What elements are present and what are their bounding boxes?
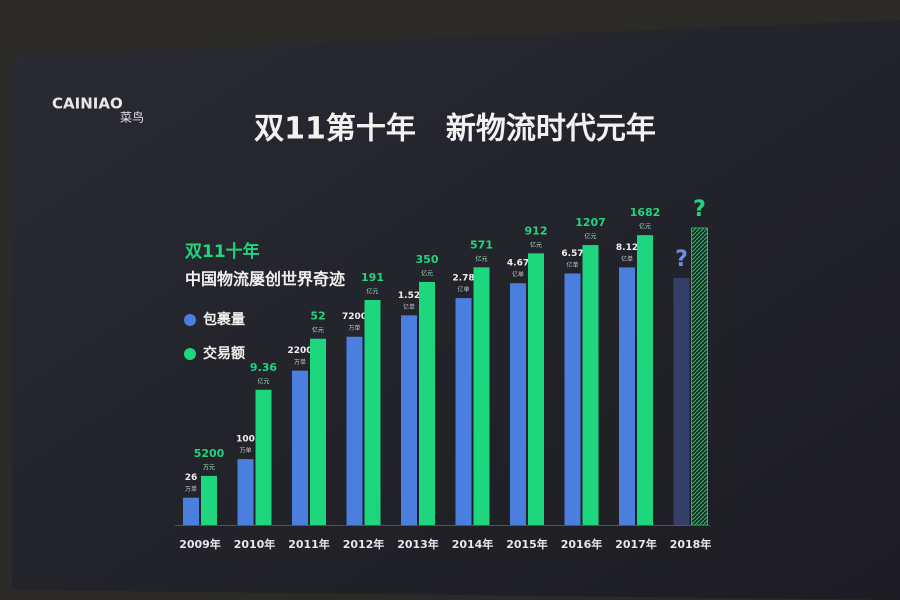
value-unit: 亿元 [366, 287, 378, 295]
value-unit: 亿单 [403, 303, 415, 311]
bar [419, 281, 435, 525]
bar [455, 298, 472, 525]
value-label: ? [693, 197, 706, 222]
value-label: ? [675, 247, 688, 272]
value-label: 1207 [575, 216, 606, 229]
brand-name: CAINIAO [52, 95, 123, 113]
bar [201, 475, 217, 525]
value-label: 2.78 [452, 274, 474, 284]
bar [473, 267, 490, 525]
value-unit: 亿元 [639, 223, 651, 231]
value-label: 350 [416, 253, 439, 266]
subtitle-2: 中国物流屡创世界奇迹 [185, 270, 345, 289]
value-label: 191 [361, 271, 384, 284]
bar [346, 336, 363, 525]
x-tick-label: 2016年 [561, 537, 603, 551]
x-tick-label: 2010年 [234, 537, 276, 551]
value-label: 7200 [342, 312, 367, 322]
bar [564, 273, 581, 525]
x-tick-label: 2017年 [615, 537, 657, 551]
brand-name-cn: 菜鸟 [120, 110, 144, 125]
bar [582, 245, 599, 525]
subtitle: 双11十年 [185, 241, 260, 262]
value-label: 26 [185, 473, 198, 483]
value-label: 2200 [287, 346, 312, 356]
x-tick-label: 2015年 [506, 537, 548, 551]
legend-swatch [184, 314, 196, 326]
value-label: 9.36 [250, 361, 277, 374]
value-label: 100 [236, 435, 255, 445]
unknown-bar [691, 227, 708, 526]
x-tick-label: 2013年 [397, 537, 439, 551]
chart-title: 双11第十年 新物流时代元年 [254, 112, 656, 147]
legend-label: 交易额 [203, 345, 245, 362]
bar [292, 370, 308, 525]
bar [619, 267, 635, 525]
value-unit: 亿单 [457, 286, 469, 294]
value-unit: 亿元 [257, 377, 269, 385]
bar [637, 235, 653, 525]
value-unit: 亿元 [475, 255, 487, 263]
bar [401, 315, 417, 525]
x-tick-label: 2014年 [452, 537, 494, 551]
x-tick-label: 2009年 [179, 537, 221, 551]
value-unit: 亿元 [530, 241, 542, 249]
value-unit: 万单 [239, 447, 251, 455]
value-unit: 亿单 [621, 255, 633, 263]
x-tick-label: 2012年 [343, 537, 385, 551]
value-unit: 亿元 [584, 233, 596, 241]
bar [237, 459, 254, 525]
legend-swatch [184, 348, 196, 360]
value-label: 1.52 [398, 291, 420, 301]
value-unit: 亿单 [512, 271, 524, 279]
bar [310, 338, 326, 525]
bar [364, 299, 381, 525]
value-unit: 亿元 [312, 326, 324, 334]
value-label: 52 [310, 310, 325, 323]
bar [183, 497, 199, 525]
value-label: 5200 [194, 447, 225, 460]
value-label: 571 [470, 238, 493, 251]
x-tick-label: 2011年 [288, 537, 330, 551]
value-label: 8.12 [616, 243, 638, 253]
bar [528, 253, 544, 525]
value-unit: 万单 [294, 358, 306, 366]
bar [510, 283, 526, 525]
value-unit: 万单 [348, 324, 360, 332]
value-unit: 万元 [203, 464, 215, 471]
value-label: 1682 [630, 206, 661, 219]
x-tick-label: 2018年 [670, 537, 712, 551]
value-unit: 万单 [185, 485, 197, 493]
value-unit: 亿单 [566, 261, 578, 269]
value-label: 6.57 [561, 249, 583, 259]
bar [255, 389, 272, 525]
legend-label: 包裹量 [203, 311, 245, 328]
unknown-bar [673, 278, 690, 525]
value-unit: 亿元 [421, 269, 433, 277]
value-label: 912 [525, 224, 548, 237]
value-label: 4.67 [507, 259, 529, 269]
